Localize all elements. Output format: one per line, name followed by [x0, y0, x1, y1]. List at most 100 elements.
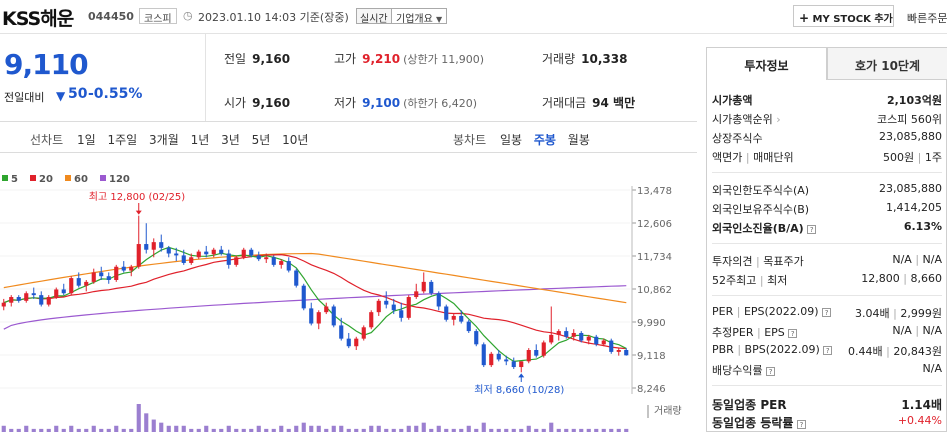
- legend-swatch-5: [2, 175, 8, 181]
- candle-body: [361, 327, 366, 339]
- volume-cell: 거래량 10,338: [542, 50, 627, 67]
- volume-bar: [114, 425, 119, 432]
- volume-bar: [376, 425, 381, 432]
- volume-bar: [346, 428, 351, 432]
- ma-120-line: [3, 285, 627, 330]
- low-annotation: 최저 8,660 (10/28): [474, 384, 564, 396]
- candle-monthly[interactable]: 월봉: [567, 133, 590, 147]
- stock-code: 044450: [88, 10, 134, 23]
- high-arrow-head: [135, 210, 142, 215]
- volume-bar: [594, 428, 599, 432]
- help-icon[interactable]: ?: [766, 366, 776, 376]
- period-1w[interactable]: 1주일: [107, 133, 138, 147]
- realtime-button[interactable]: 실시간: [356, 8, 392, 25]
- candle-body: [234, 257, 239, 265]
- foreign-limit-row: 외국인한도주식수(A) 23,085,880: [712, 182, 942, 198]
- volume-bar: [76, 428, 81, 432]
- period-10y[interactable]: 10년: [282, 133, 309, 147]
- line-chart-label: 선차트: [30, 133, 64, 147]
- candle-body: [391, 304, 396, 311]
- period-5y[interactable]: 5년: [251, 133, 271, 147]
- info-icon[interactable]: ›: [776, 113, 781, 126]
- volume-bar: [294, 425, 299, 432]
- candle-chart-label: 봉차트: [453, 133, 487, 147]
- company-info-label: 기업개요: [396, 14, 433, 25]
- help-icon[interactable]: ?: [822, 307, 832, 317]
- period-1y[interactable]: 1년: [190, 133, 210, 147]
- help-icon[interactable]: ?: [807, 224, 817, 234]
- help-icon[interactable]: ?: [796, 419, 806, 429]
- est-eps-label: EPS: [764, 326, 785, 339]
- volume-bar: [534, 428, 539, 432]
- candle-body: [256, 255, 261, 260]
- pbr-value: 0.44배: [848, 345, 883, 358]
- quick-order-link[interactable]: 빠른주문: [907, 12, 947, 25]
- volume-bar: [129, 428, 134, 432]
- candle-body: [504, 359, 509, 362]
- candle-body: [586, 336, 591, 341]
- volume-bar: [444, 428, 449, 432]
- volume-bar: [241, 428, 246, 432]
- volume-bar: [91, 425, 96, 432]
- candle-daily[interactable]: 일봉: [499, 133, 523, 147]
- volume-bar: [1, 425, 6, 432]
- open-label: 시가: [224, 96, 247, 110]
- legend-label-60: 60: [74, 174, 88, 185]
- divider: [712, 172, 942, 173]
- candle-body: [601, 340, 606, 345]
- volume-bar: [39, 428, 44, 432]
- period-1d[interactable]: 1일: [76, 133, 96, 147]
- volume-bar: [84, 428, 89, 432]
- my-stock-add-button[interactable]: + MY STOCK 추가: [793, 5, 894, 27]
- price-chart[interactable]: 5 20 60 120 거래량 최고 12,800 (02/25) 최저 8,660 (…: [0, 152, 697, 432]
- opinion-value: N/A: [892, 253, 912, 266]
- candle-body: [196, 251, 201, 258]
- volume-bar: [549, 422, 554, 432]
- candle-body: [579, 332, 584, 341]
- candle-body: [331, 306, 336, 326]
- candle-body: [271, 257, 276, 265]
- legend-label-20: 20: [39, 174, 53, 185]
- foreign-limit-value: 23,085,880: [879, 182, 942, 195]
- tab-invest-info[interactable]: 투자정보: [706, 47, 827, 80]
- face-value-label: 액면가: [712, 151, 743, 164]
- candle-weekly[interactable]: 주봉: [533, 133, 556, 147]
- w52-high-value: 12,800: [861, 272, 900, 285]
- opinion-label: 투자의견: [712, 255, 753, 268]
- help-icon[interactable]: ?: [788, 328, 798, 338]
- candle-body: [369, 312, 374, 328]
- divider: [712, 295, 942, 296]
- volume-bar: [61, 428, 66, 432]
- volume-bar: [256, 425, 261, 432]
- candle-body: [84, 281, 89, 286]
- candle-body: [136, 244, 141, 267]
- y-tick-label: 9,990: [637, 318, 666, 329]
- volume-bar: [151, 419, 156, 432]
- volume-bar: [31, 428, 36, 432]
- tab-orderbook[interactable]: 호가 10단계: [827, 47, 947, 80]
- foreign-ratio-label: 외국인소진율(B/A): [712, 222, 804, 235]
- period-3m[interactable]: 3개월: [149, 133, 179, 147]
- volume-bar: [249, 428, 254, 432]
- volume-bar: [361, 428, 366, 432]
- candle-body: [309, 308, 314, 324]
- volume-bar: [496, 428, 501, 432]
- volume-bar: [279, 425, 284, 432]
- candle-body: [496, 353, 501, 360]
- candle-body: [609, 340, 614, 352]
- period-3y[interactable]: 3년: [221, 133, 240, 147]
- help-icon[interactable]: ?: [823, 345, 833, 355]
- candle-body: [624, 350, 629, 356]
- market-cap-value: 2,103억원: [886, 94, 942, 107]
- company-info-dropdown[interactable]: 기업개요 ▼: [391, 8, 448, 25]
- volume-bars: 거래량: [1, 404, 682, 432]
- volume-bar: [406, 425, 411, 432]
- chart-legend: 5 20 60 120: [2, 174, 130, 185]
- volume-bar: [459, 428, 464, 432]
- amount-cell: 거래대금 94 백만: [542, 94, 635, 111]
- per-label: PER: [712, 305, 734, 318]
- candle-body: [69, 278, 74, 294]
- candle-body: [481, 344, 486, 366]
- w52-row: 52주최고 | 최저 12,800 | 8,660: [712, 272, 942, 287]
- quote-datetime: 2023.01.10 14:03 기준(장중): [198, 11, 349, 24]
